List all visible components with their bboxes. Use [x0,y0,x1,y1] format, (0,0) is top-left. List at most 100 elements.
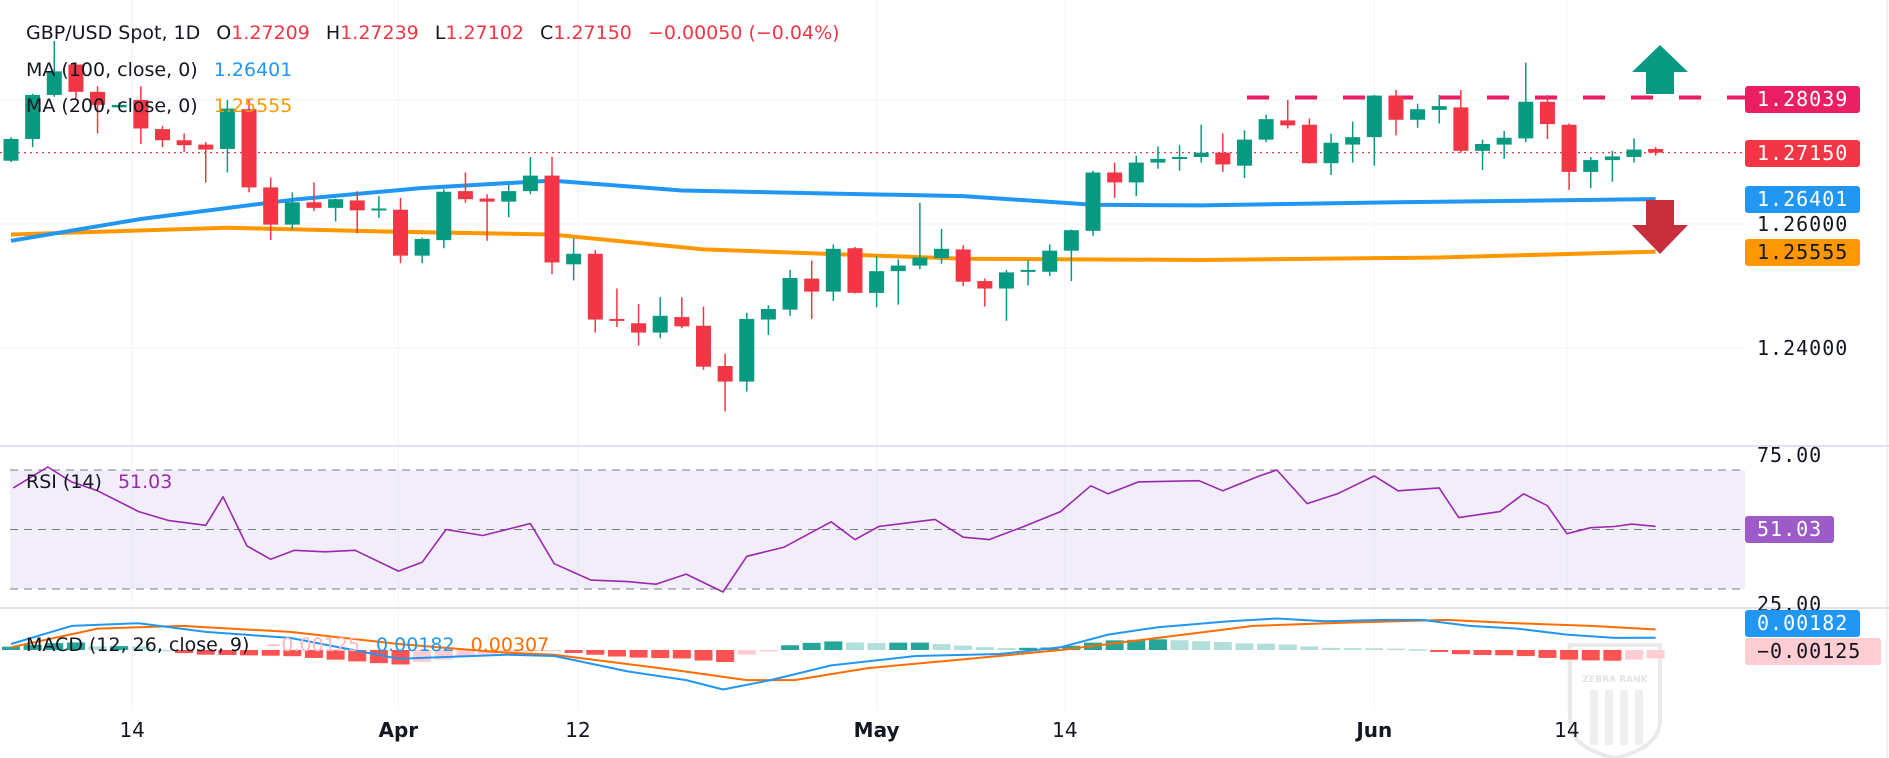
macd-legend[interactable]: MACD (12, 26, close, 9) −0.00125 0.00182… [26,634,549,656]
candle-body [284,202,300,225]
candle-body [349,200,365,211]
macd-label: MACD (12, 26, close, 9) [26,634,250,656]
macd-histogram-bar [261,650,280,656]
macd-histogram-bar [1192,641,1211,650]
candle [1539,94,1555,140]
macd-histogram-bar [997,648,1016,650]
macd-histogram-bar [564,650,583,653]
ma200-legend[interactable]: MA (200, close, 0) 1.25555 [26,95,292,117]
macd-histogram-bar [131,646,150,650]
candle [263,177,279,241]
candle-body [371,208,387,211]
candle [1236,130,1252,179]
candle-body [652,315,668,333]
candle-body [68,64,84,92]
macd-histogram-bar [867,643,886,650]
candle-body [760,308,776,320]
candle [1063,229,1079,282]
candle [587,250,603,333]
candle [1280,99,1296,129]
resistance-price-label: 1.28039 [1745,86,1861,113]
macd-histogram-bar [66,642,85,650]
candle-body [1280,120,1296,126]
time-axis-label: 14 [1554,718,1579,742]
macd-histogram-bar [1213,642,1232,650]
ma200-price-label: 1.25555 [1745,239,1861,266]
candle-body [674,317,690,327]
macd-histogram-bar [240,650,259,656]
candle-body [890,265,906,272]
open-value: 1.27209 [231,22,310,44]
candle [241,99,257,193]
rsi-value-label: 51.03 [1745,516,1835,543]
time-axis-label: Apr [379,718,419,742]
candle [349,191,365,234]
macd-histogram-bar [1625,650,1643,660]
candle-body [263,187,279,225]
macd-histogram-bar [23,644,42,650]
macd-histogram-bar [954,645,973,650]
macd-histogram-bar [910,642,929,650]
macd-histogram-bar [218,650,237,656]
candle [1561,123,1577,190]
candle [1583,156,1599,189]
macd-histogram-bar [1386,648,1405,651]
candle [1475,139,1491,171]
shield-stripe [1590,690,1598,745]
macd-histogram-bar [1235,643,1254,650]
candle-body [1539,101,1555,125]
candle-body [847,248,863,293]
candle [1410,103,1426,128]
rsi-line [12,466,1656,593]
candle [652,297,668,339]
ma200-line [10,225,1656,262]
candle-body [154,129,170,141]
candle-body [1410,109,1426,120]
rsi-legend[interactable]: RSI (14) 51.03 [26,471,172,493]
ma100-legend[interactable]: MA (100, close, 0) 1.26401 [26,59,292,81]
candle-body [739,318,755,382]
macd-histogram-bar [1581,650,1600,661]
candle-body [587,253,603,320]
candle [1431,94,1447,124]
candle-body [934,248,950,259]
candle-body [46,71,62,95]
macd-histogram-bar [1127,639,1146,650]
macd-histogram-bar [586,650,605,655]
candle [760,305,776,336]
candle-body [695,325,711,367]
symbol-title[interactable]: GBP/USD Spot, 1D [26,22,201,44]
ma100-label: MA (100, close, 0) [26,59,198,81]
candle-body [1063,230,1079,251]
candle [154,125,170,148]
time-axis-label: May [854,718,900,742]
shield-icon [1568,643,1662,758]
candle-body [1085,172,1101,231]
open-label: O [216,22,232,44]
macd-histogram-bar [802,642,821,650]
candle [1193,124,1209,163]
candle-body [457,191,473,200]
candle [609,288,625,327]
candle [674,297,690,329]
macd-histogram-bar [1300,646,1319,650]
candle [739,312,755,392]
macd-histogram-bar [1473,650,1492,656]
candle [782,269,798,316]
macd-histogram-bar [1322,647,1341,650]
price-axis-tick: 1.24000 [1757,336,1848,360]
macd-histogram-bar [175,650,194,654]
macd-histogram-bar [283,650,302,657]
macd-histogram-bar [1451,650,1470,655]
rsi-label: RSI (14) [26,471,102,493]
candle-body [306,202,322,208]
change-value: −0.00050 (−0.04%) [647,22,840,44]
candle [1107,162,1123,198]
macd-histogram-bar [348,650,367,662]
macd-histogram-bar [975,647,994,650]
macd-histogram-bar [1257,643,1276,650]
watermark-brand: ZEBRA RANK [1583,675,1649,685]
macd-histogram-bar [326,650,345,660]
